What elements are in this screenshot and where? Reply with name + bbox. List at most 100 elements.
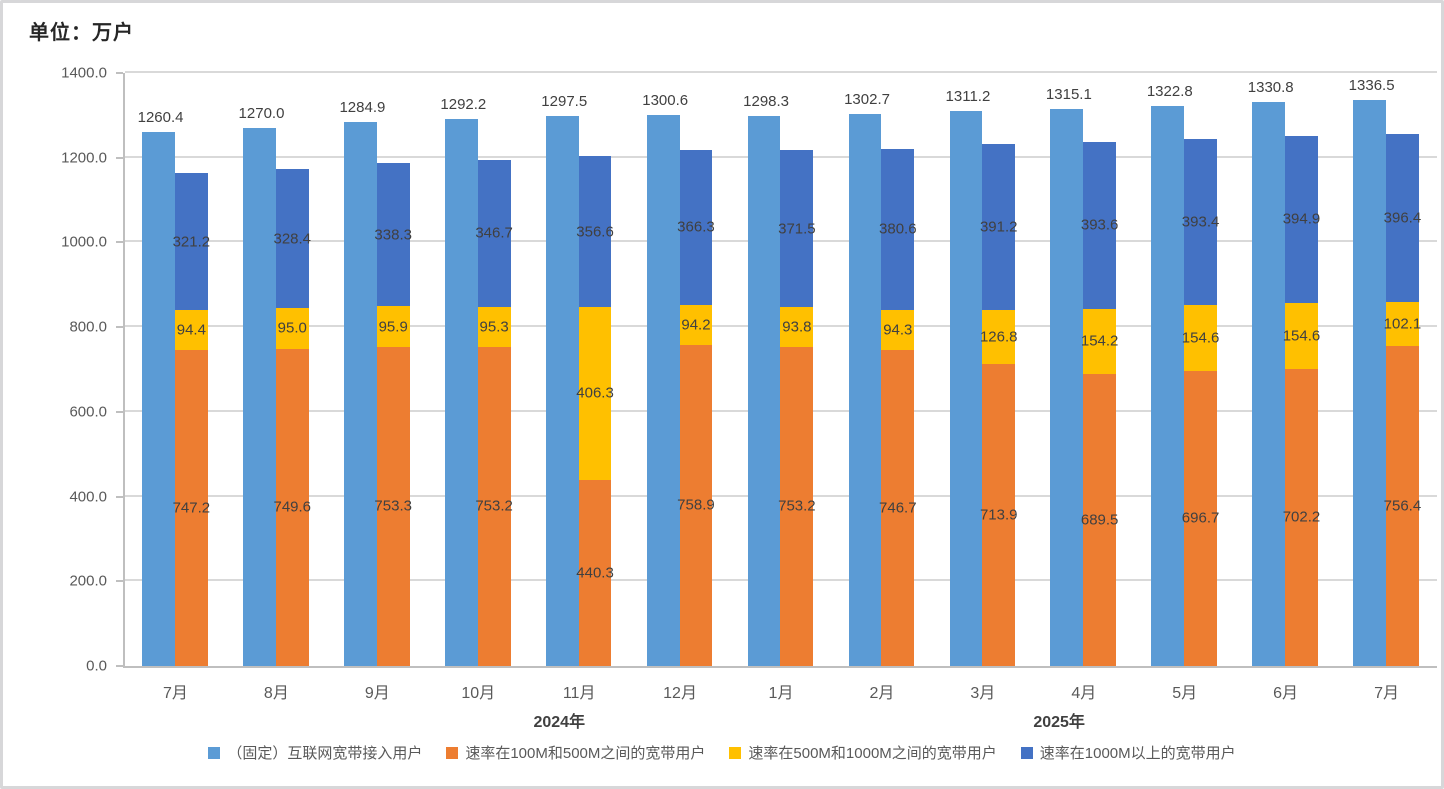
data-label-segment: 94.2	[681, 316, 711, 334]
data-label-segment: 747.2	[172, 499, 211, 517]
category-group: 1302.7 746.7 94.3 380.6	[831, 73, 932, 666]
bar-stacked-speed-tiers	[477, 73, 511, 666]
stack-segment	[1184, 138, 1217, 306]
stack-segment	[1083, 308, 1117, 374]
legend-swatch-icon	[208, 746, 221, 759]
data-label-total: 1315.1	[1045, 85, 1092, 103]
bar-stacked-speed-tiers	[679, 73, 713, 666]
x-tick-label-month: 6月	[1273, 685, 1299, 702]
data-label-segment: 371.5	[778, 220, 816, 238]
x-group-label-year: 2024年	[533, 714, 586, 731]
stack-segment	[1386, 345, 1419, 666]
bar-stacked-speed-tiers	[780, 73, 814, 666]
legend-item: 速率在100M和500M之间的宽带用户	[446, 742, 705, 763]
bar-stacked-speed-tiers	[1083, 73, 1117, 666]
stack-segment	[1285, 303, 1318, 369]
data-label-total: 1336.5	[1348, 76, 1395, 94]
x-group-label-year: 2025年	[1033, 714, 1085, 731]
stack-segment	[376, 306, 410, 347]
data-label-total: 1298.3	[743, 93, 790, 111]
bar-total-broadband-users	[344, 121, 377, 666]
data-label-segment: 154.6	[1282, 327, 1321, 345]
y-axis-tick	[116, 580, 123, 583]
data-label-segment: 394.9	[1282, 210, 1321, 228]
data-label-segment: 321.2	[172, 233, 211, 250]
data-label-segment: 756.4	[1383, 497, 1422, 515]
data-label-segment: 328.4	[273, 230, 312, 248]
category-group: 1336.5 756.4 102.1 396.4	[1336, 73, 1437, 666]
x-tick-label-month: 8月	[263, 685, 289, 702]
stack-segment	[982, 363, 1016, 666]
data-label-segment: 338.3	[374, 226, 412, 244]
x-tick-label-month: 10月	[461, 685, 496, 702]
legend-swatch-icon	[1020, 746, 1033, 759]
data-label-total: 1270.0	[238, 105, 285, 123]
stack-segment	[679, 304, 713, 345]
stack-segment	[578, 307, 612, 480]
category-group: 1311.2 713.9 126.8 391.2	[932, 73, 1033, 666]
stack-segment	[881, 148, 915, 310]
stack-segment	[881, 349, 915, 666]
data-label-segment: 94.3	[883, 321, 913, 339]
data-label-segment: 154.6	[1181, 329, 1220, 347]
bar-stacked-speed-tiers	[174, 73, 208, 666]
data-label-segment: 95.0	[277, 319, 307, 337]
data-label-segment: 356.6	[576, 223, 614, 241]
bar-stacked-speed-tiers	[376, 73, 410, 666]
y-tick-label: 1400.0	[61, 64, 107, 82]
y-axis-tick	[116, 495, 123, 498]
data-label-segment: 746.7	[879, 499, 917, 517]
y-tick-label: 200.0	[69, 572, 107, 590]
data-label-segment: 753.2	[778, 497, 816, 515]
stack-segment	[780, 346, 814, 666]
legend-label: 速率在100M和500M之间的宽带用户	[465, 745, 706, 762]
category-group: 1292.2 753.2 95.3 346.7	[428, 73, 529, 666]
category-group: 1270.0 749.6 95.0 328.4	[226, 73, 327, 666]
data-label-segment: 380.6	[879, 220, 917, 238]
y-tick-label: 1200.0	[61, 149, 107, 167]
bar-total-broadband-users	[1050, 108, 1084, 666]
y-tick-label: 600.0	[69, 403, 107, 421]
y-axis-tick	[116, 665, 123, 667]
y-tick-label: 1000.0	[61, 233, 107, 251]
x-tick-label-month: 3月	[970, 685, 996, 702]
stack-segment	[982, 309, 1016, 364]
plot-area: 1260.4 747.2 94.4 321.2 1270.0 749.6 95.0 328.4…	[125, 71, 1437, 666]
legend-item: 速率在1000M以上的宽带用户	[1020, 742, 1236, 763]
data-label-segment: 393.6	[1080, 216, 1119, 234]
data-label-segment: 95.3	[479, 318, 509, 336]
data-label-segment: 396.4	[1383, 209, 1422, 227]
stack-segment	[679, 149, 713, 305]
category-group: 1330.8 702.2 154.6 394.9	[1235, 73, 1336, 666]
category-group: 1298.3 753.2 93.8 371.5	[731, 73, 832, 666]
stack-segment	[477, 159, 511, 307]
legend-label: （固定）互联网宽带接入用户	[227, 745, 423, 762]
bar-total-broadband-users	[142, 132, 175, 666]
bar-stacked-speed-tiers	[275, 73, 309, 666]
y-axis-tick	[116, 241, 123, 244]
y-axis-tick	[116, 410, 123, 413]
stack-segment	[1083, 373, 1117, 666]
data-label-segment: 126.8	[979, 328, 1018, 346]
bar-total-broadband-users	[848, 114, 882, 666]
stack-segment	[376, 346, 410, 666]
data-label-segment: 95.9	[378, 318, 408, 336]
data-label-total: 1311.2	[945, 87, 991, 105]
stack-segment	[1083, 141, 1117, 309]
chart-unit-title: 单位：万户	[29, 22, 134, 44]
category-group: 1300.6 758.9 94.2 366.3	[630, 73, 731, 666]
bar-total-broadband-users	[747, 116, 781, 666]
stack-segment	[174, 173, 208, 310]
data-label-segment: 702.2	[1282, 508, 1321, 526]
legend-item: 速率在500M和1000M之间的宽带用户	[729, 742, 997, 763]
category-group: 1297.5 440.3 406.3 356.6	[529, 73, 630, 666]
bar-total-broadband-users	[949, 110, 983, 666]
stack-segment	[679, 344, 713, 666]
category-group: 1284.9 753.3 95.9 338.3	[327, 73, 428, 666]
x-tick-label-month: 5月	[1172, 685, 1198, 702]
stack-segment	[174, 309, 208, 350]
stack-segment	[578, 479, 612, 666]
bar-total-broadband-users	[1353, 99, 1387, 666]
data-label-segment: 758.9	[677, 496, 715, 514]
data-label-segment: 94.4	[176, 321, 206, 339]
